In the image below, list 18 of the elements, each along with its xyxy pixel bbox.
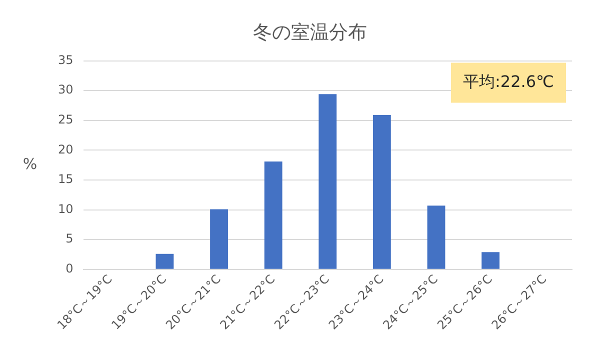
y-tick-label: 25 — [58, 112, 74, 127]
bar — [210, 209, 228, 269]
y-tick-label: 30 — [58, 82, 74, 97]
chart-title: 冬の室温分布 — [253, 21, 367, 44]
y-tick-label: 35 — [58, 52, 74, 67]
bar — [372, 115, 391, 269]
y-tick-label: 20 — [58, 142, 74, 156]
y-axis-title: % — [22, 154, 38, 173]
y-tick-label: 10 — [58, 202, 74, 216]
bar — [482, 252, 500, 269]
y-tick-label: 5 — [66, 232, 74, 246]
annotation: 平均:22.6℃ — [463, 72, 554, 91]
bar — [156, 254, 174, 269]
y-tick-label: 0 — [66, 262, 74, 276]
bar — [427, 206, 446, 269]
bar — [264, 162, 282, 269]
y-tick-label: 15 — [58, 172, 74, 186]
bar — [318, 94, 337, 269]
